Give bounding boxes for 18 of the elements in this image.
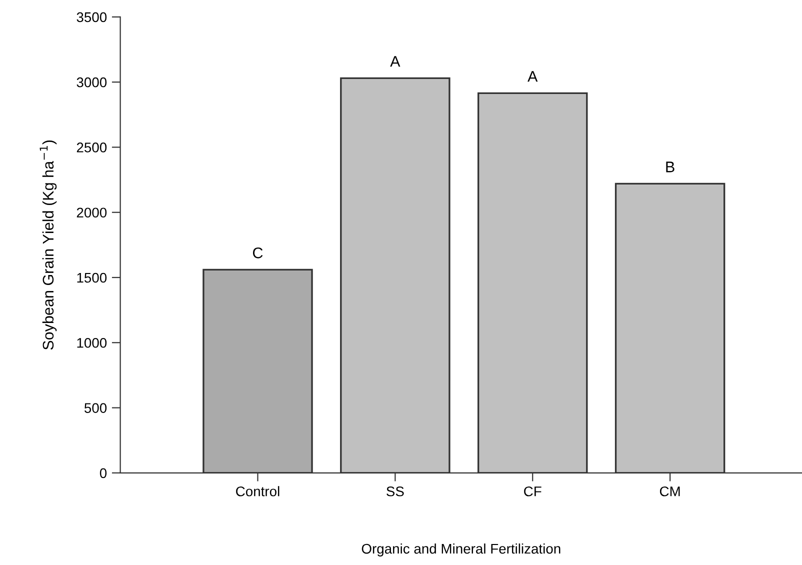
x-tick-label: CF <box>524 486 542 496</box>
x-tick-label: SS <box>386 486 404 496</box>
y-axis-title: Soybean Grain Yield (Kg ha$^{−1}$) <box>40 140 57 350</box>
y-tick-label: 3500 <box>76 12 107 22</box>
x-tick-label: CM <box>660 486 680 496</box>
annotation: A <box>528 71 538 82</box>
y-tick-label: 3000 <box>76 77 107 88</box>
y-tick-label: 1500 <box>77 272 107 283</box>
y-tick-label: 1000 <box>77 338 107 348</box>
x-axis-title: Organic and Mineral Fertilization <box>362 543 560 556</box>
annotation: B <box>666 162 674 172</box>
annotation: C <box>253 248 263 258</box>
y-tick-label: 2500 <box>76 142 107 152</box>
y-tick-label: 0 <box>100 468 107 478</box>
y-tick-label: 2000 <box>76 208 107 218</box>
y-tick-label: 500 <box>84 403 107 413</box>
annotation: A <box>390 56 400 67</box>
x-tick-label: Control <box>236 486 280 496</box>
